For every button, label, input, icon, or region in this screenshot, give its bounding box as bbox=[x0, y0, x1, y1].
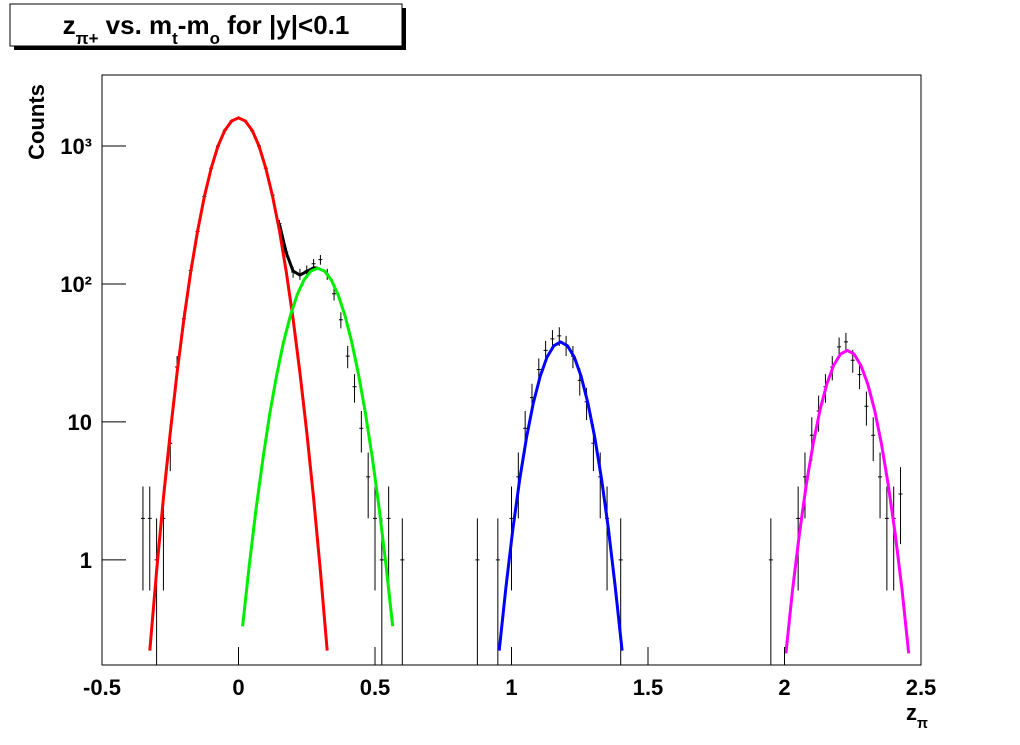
x-tick-label: 1.5 bbox=[633, 675, 664, 700]
text-part: vs. m bbox=[98, 10, 172, 40]
data-point bbox=[768, 518, 773, 665]
y-tick-label: 10³ bbox=[60, 134, 92, 159]
data-point bbox=[352, 374, 357, 403]
data-point bbox=[475, 518, 480, 665]
text-part: π+ bbox=[76, 29, 99, 48]
data-point bbox=[345, 346, 350, 369]
text-part: z bbox=[63, 10, 76, 40]
data-point bbox=[366, 452, 371, 519]
x-axis-label: zπ bbox=[906, 700, 928, 732]
text-part: π bbox=[917, 716, 928, 732]
data-point bbox=[495, 518, 500, 665]
data-point bbox=[871, 417, 876, 462]
text-part: t bbox=[172, 29, 178, 48]
title-box bbox=[9, 3, 403, 47]
fit-curve bbox=[278, 224, 318, 277]
fit-curve bbox=[241, 266, 395, 627]
fit-curve bbox=[497, 340, 624, 651]
data-point bbox=[878, 452, 883, 519]
data-point bbox=[332, 287, 337, 301]
data-point bbox=[147, 486, 152, 591]
x-tick-label: -0.5 bbox=[83, 675, 121, 700]
chart-title: zπ+ vs. mt-mo for |y|<0.1 bbox=[63, 10, 350, 48]
data-point bbox=[898, 467, 903, 545]
data-point bbox=[359, 410, 364, 453]
x-tick-label: 0 bbox=[232, 675, 244, 700]
data-point bbox=[400, 518, 405, 665]
x-tick-label: 0.5 bbox=[360, 675, 391, 700]
data-point bbox=[843, 332, 848, 353]
fit-curve bbox=[148, 116, 329, 651]
data-point bbox=[884, 486, 889, 591]
data-point bbox=[864, 391, 869, 426]
x-tick-label: 2 bbox=[778, 675, 790, 700]
data-point bbox=[140, 486, 145, 591]
text-part: for |y|<0.1 bbox=[220, 10, 349, 40]
text-part: -m bbox=[178, 10, 210, 40]
data-point bbox=[338, 312, 343, 329]
plot-area bbox=[140, 116, 911, 665]
fit-curve bbox=[784, 348, 911, 654]
data-point bbox=[379, 518, 384, 665]
y-tick-label: 10² bbox=[60, 272, 92, 297]
y-tick-label: 10 bbox=[68, 410, 92, 435]
data-point bbox=[386, 486, 391, 591]
text-part: o bbox=[210, 29, 220, 48]
data-point bbox=[318, 254, 323, 265]
x-tick-label: 2.5 bbox=[906, 675, 937, 700]
data-point bbox=[857, 363, 862, 390]
y-tick-label: 1 bbox=[80, 548, 92, 573]
x-tick-label: 1 bbox=[505, 675, 517, 700]
text-part: z bbox=[906, 700, 917, 725]
data-point bbox=[373, 486, 377, 591]
y-axis-label: Counts bbox=[24, 84, 49, 160]
